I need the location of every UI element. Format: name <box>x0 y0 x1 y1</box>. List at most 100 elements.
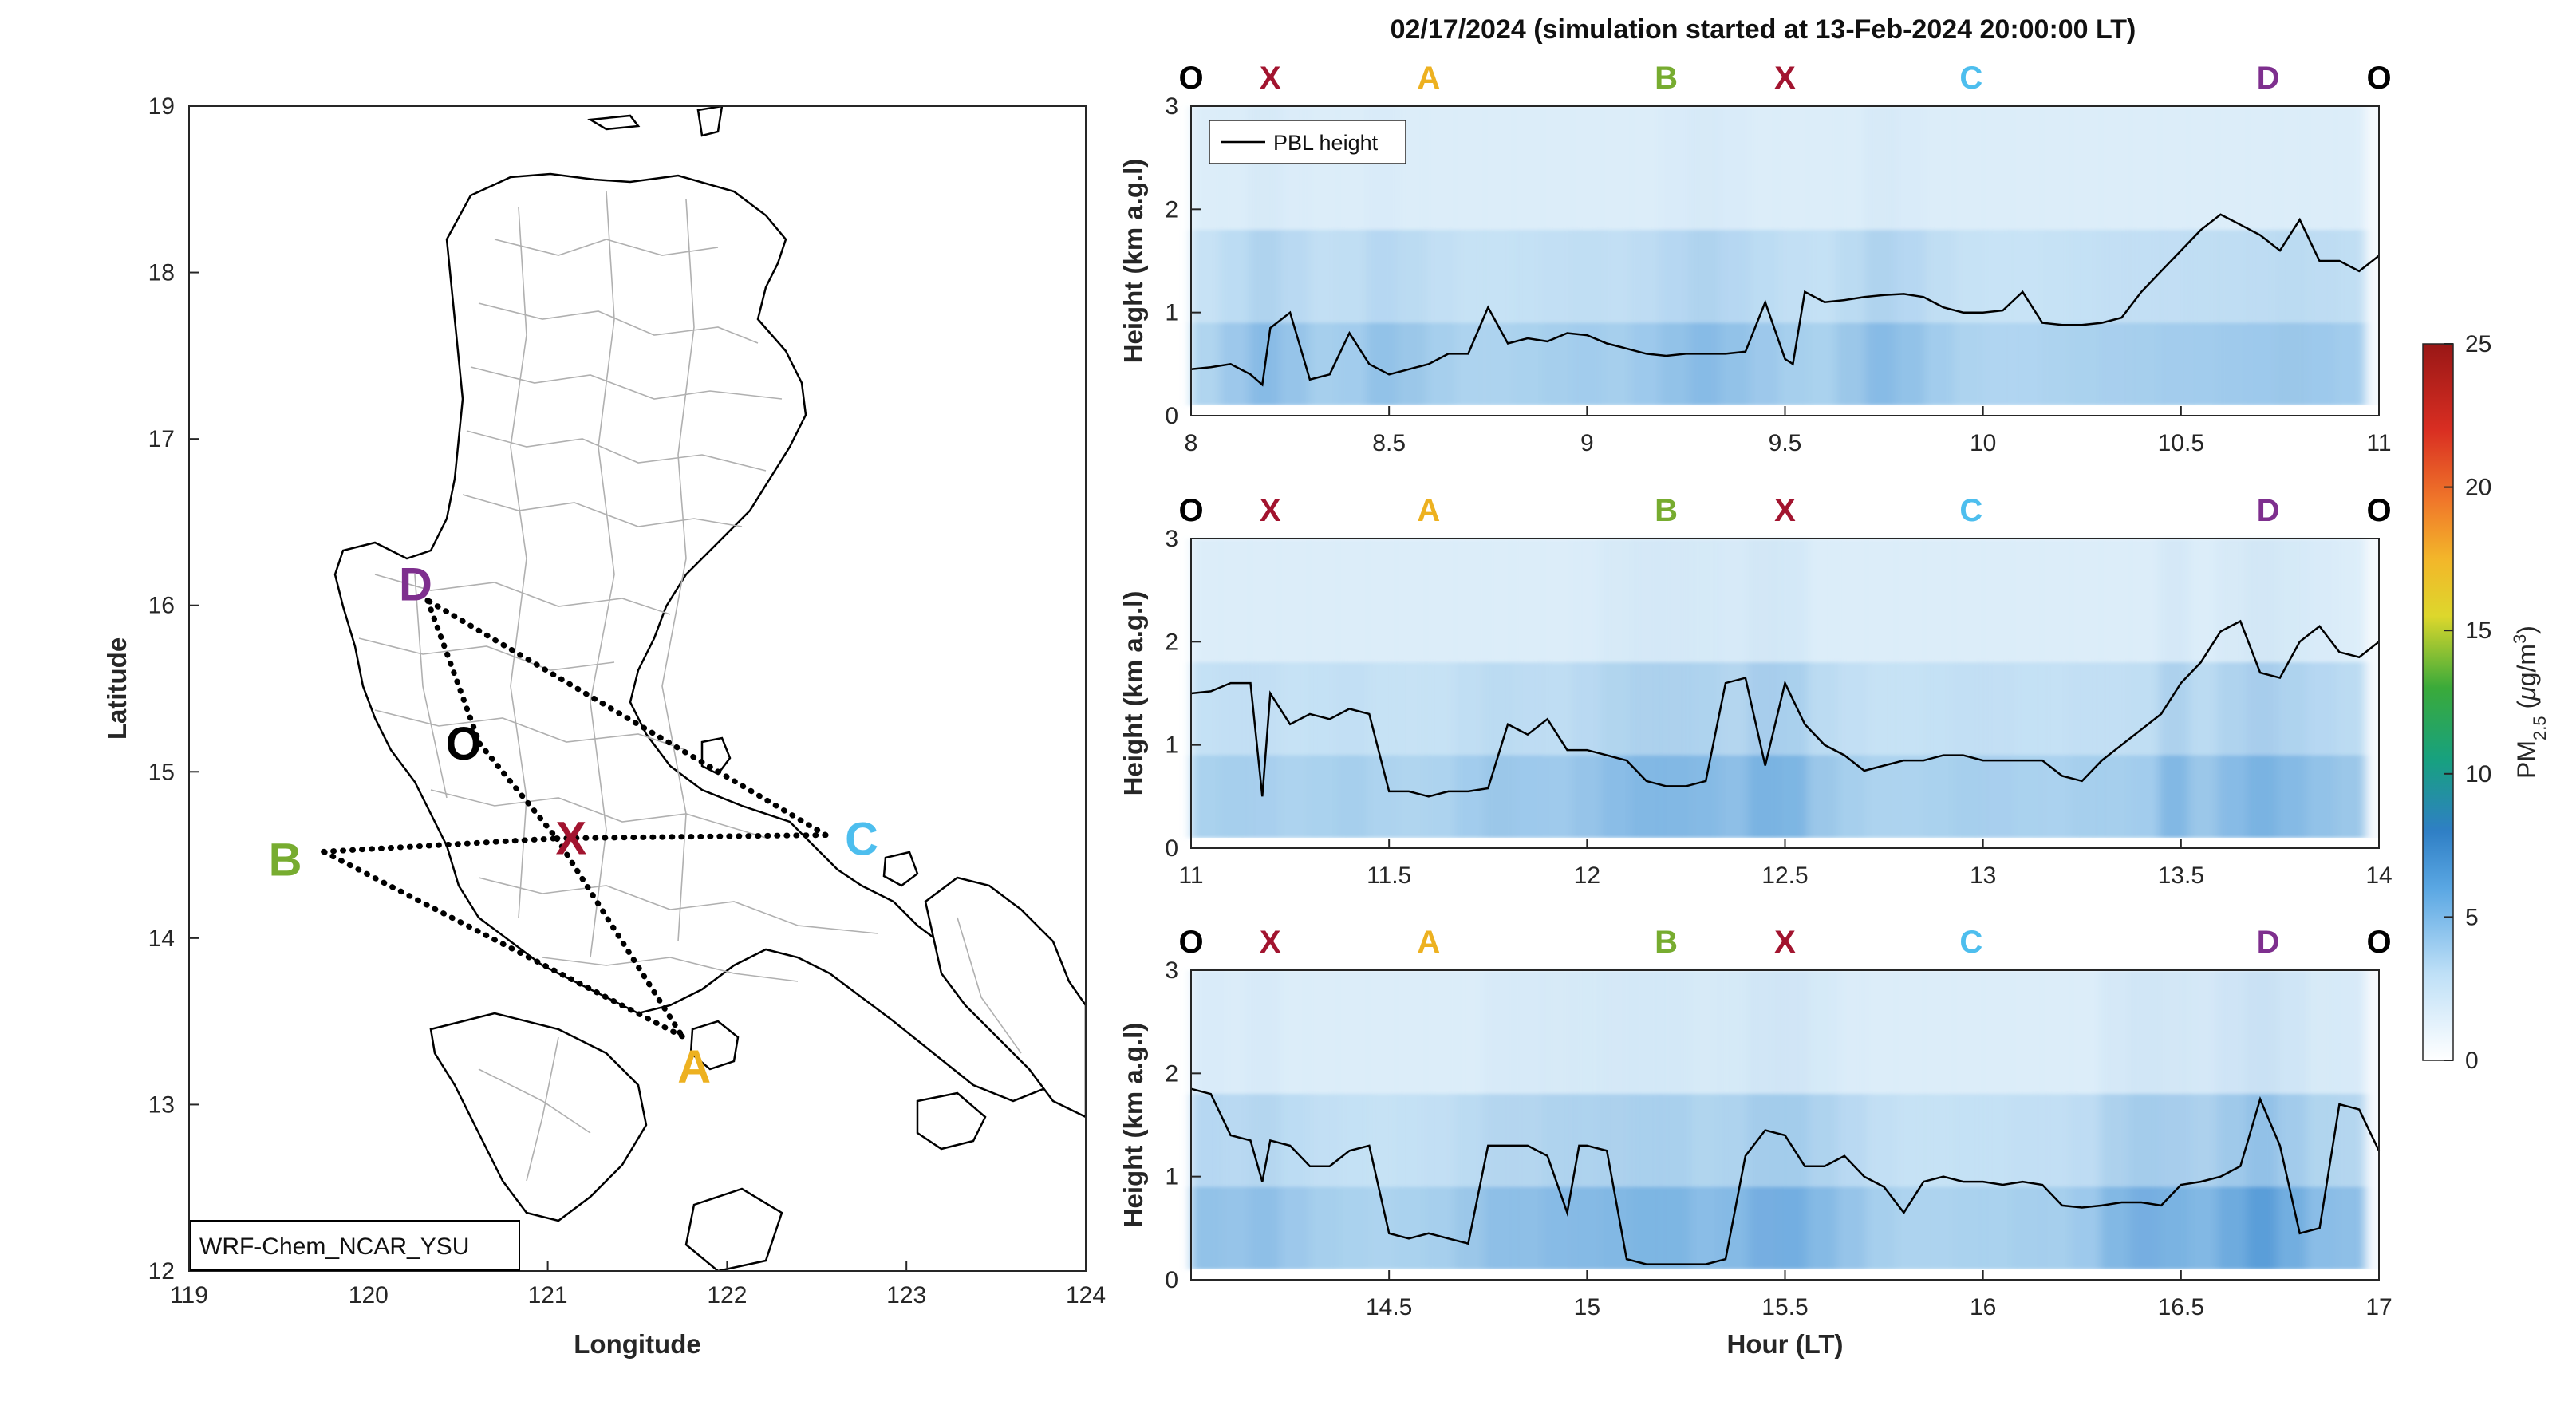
pm25-column-lower <box>2188 755 2219 839</box>
pm25-column-lower <box>1220 755 1251 839</box>
x-tick-label: 8.5 <box>1372 430 1406 456</box>
map-route <box>321 597 829 1040</box>
pm25-column-lower <box>1484 755 1515 839</box>
pm25-column-lower <box>1279 322 1310 406</box>
waypoint-top-label-B: B <box>1655 925 1678 960</box>
pm25-column-lower <box>2188 1186 2219 1270</box>
pm25-column-lower <box>1249 1186 1280 1270</box>
colorbar-tick-label: 0 <box>2465 1048 2479 1074</box>
pm25-column-lower <box>1220 1186 1251 1270</box>
y-tick-label: 3 <box>1165 957 1178 984</box>
x-tick-label: 16 <box>1970 1294 1996 1320</box>
map-y-tick-label: 13 <box>148 1091 175 1118</box>
y-tick-label: 3 <box>1165 93 1178 120</box>
route-segment <box>424 597 483 747</box>
panay-island <box>684 1187 783 1271</box>
waypoint-label-B: B <box>269 834 302 886</box>
polillo-island <box>700 736 732 776</box>
x-tick-label: 16.5 <box>2158 1294 2204 1320</box>
pm25-column-lower <box>1924 322 1955 406</box>
marinduque-island <box>689 1020 740 1071</box>
map-x-tick-label: 119 <box>170 1282 208 1308</box>
map-ticks: 119 120 121 122 123 124 12 13 14 15 16 17 18 19 <box>148 93 1106 1308</box>
pm25-column-lower <box>2041 755 2073 839</box>
mindoro-island <box>429 1012 648 1222</box>
pm25-column-lower <box>2101 1186 2131 1270</box>
pm25-column-lower <box>2306 322 2337 406</box>
colorbar-tick-label: 5 <box>2465 904 2479 930</box>
pm25-column-lower <box>1572 322 1603 406</box>
pm25-column-lower <box>1191 755 1221 839</box>
pm25-column-lower <box>1660 322 1691 406</box>
colorbar-tick-label: 20 <box>2465 475 2491 501</box>
colorbar: 0 5 10 15 20 25 PM2.5 (μg/m3) <box>2422 331 2550 1074</box>
pm25-column-lower <box>1308 1186 1339 1270</box>
route-segment <box>554 832 829 842</box>
route-segment <box>321 835 560 855</box>
waypoint-top-label-D: D <box>2257 925 2280 960</box>
x-tick-label: 11.5 <box>1367 862 1411 889</box>
pm25-column-lower <box>1426 322 1456 406</box>
pm25-column-lower <box>1513 322 1544 406</box>
x-tick-label: 10 <box>1970 430 1996 456</box>
pm25-column-lower <box>1895 755 1926 839</box>
waypoint-top-label-C: C <box>1959 493 1982 528</box>
pm25-column-lower <box>2012 755 2043 839</box>
pm25-column-lower <box>1690 755 1720 839</box>
pm25-column-lower <box>1954 322 1984 406</box>
pm25-column-lower <box>1982 755 2014 839</box>
y-tick-label: 1 <box>1165 300 1178 326</box>
x-tick-label: 14.5 <box>1366 1294 1412 1320</box>
pm25-field <box>1191 970 2365 1270</box>
waypoint-label-C: C <box>845 814 878 866</box>
pm25-column-lower <box>1954 755 1984 839</box>
legend-box <box>1209 120 1406 164</box>
pm25-column-lower <box>1690 1186 1720 1270</box>
pm25-column-lower <box>1396 1186 1427 1270</box>
colorbar-tick-label: 25 <box>2465 331 2491 357</box>
x-tick-label: 12 <box>1574 862 1600 889</box>
pm25-column-lower <box>1543 1186 1574 1270</box>
pm25-column-lower <box>1690 322 1720 406</box>
pm25-column-lower <box>1279 1186 1310 1270</box>
pm25-column-lower <box>1484 322 1515 406</box>
y-tick-label: 2 <box>1165 629 1178 655</box>
waypoint-top-label-X: X <box>1260 493 1281 528</box>
pm25-column-lower <box>2012 322 2043 406</box>
catanduanes-island <box>882 851 919 887</box>
pm25-column-lower <box>2247 322 2278 406</box>
pm25-column-lower <box>1279 755 1310 839</box>
y-tick-label: 0 <box>1165 403 1178 429</box>
pm25-column-lower <box>2129 755 2160 839</box>
pm25-column-lower <box>2101 755 2131 839</box>
pm25-column-lower <box>1426 1186 1456 1270</box>
y-tick-label: 1 <box>1165 732 1178 759</box>
pm25-column-lower <box>1396 755 1427 839</box>
y-axis-label: Height (km a.g.l) <box>1118 1023 1148 1228</box>
x-tick-label: 13.5 <box>2158 862 2204 889</box>
batanes-islets <box>587 106 724 137</box>
pm25-column-lower <box>1836 322 1867 406</box>
pm25-column-lower <box>1367 322 1398 406</box>
map-y-tick-label: 16 <box>148 593 175 619</box>
pm25-column-lower <box>2188 322 2219 406</box>
pm25-column-lower <box>2335 1186 2365 1270</box>
pm25-column-lower <box>1777 755 1809 839</box>
pm25-column-lower <box>1895 1186 1926 1270</box>
pm25-column-lower <box>2276 755 2307 839</box>
map-x-tick-label: 122 <box>707 1282 747 1308</box>
pm25-column-lower <box>1807 1186 1838 1270</box>
pm25-column-lower <box>1748 1186 1779 1270</box>
pm25-column-lower <box>1924 755 1955 839</box>
admin-boundaries <box>358 191 1022 1182</box>
pm25-field <box>1191 539 2365 839</box>
colorbar-gradient <box>2422 343 2454 1061</box>
pm25-column-lower <box>2306 755 2337 839</box>
pm25-column-lower <box>1748 322 1779 406</box>
pm25-column-lower <box>2071 755 2102 839</box>
waypoint-label-O: O <box>446 718 482 770</box>
pm25-column-lower <box>1807 322 1838 406</box>
pm25-column-lower <box>1631 755 1662 839</box>
pm25-column-lower <box>1777 1186 1809 1270</box>
